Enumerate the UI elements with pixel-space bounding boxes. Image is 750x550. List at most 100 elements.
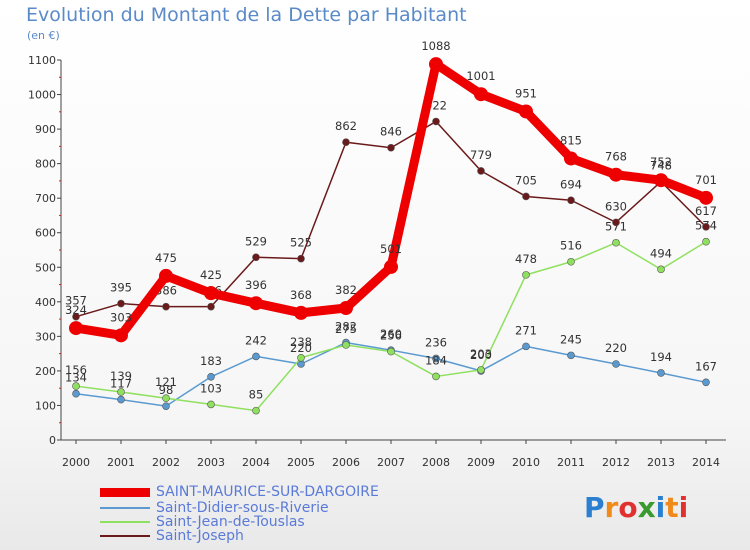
legend-swatch (100, 507, 150, 509)
data-label: 1001 (466, 69, 495, 83)
data-point (69, 321, 83, 336)
data-label: 768 (605, 150, 627, 164)
data-label: 238 (290, 335, 312, 349)
data-label: 103 (200, 381, 222, 395)
data-point (72, 382, 80, 390)
x-tick-label: 2006 (332, 456, 360, 469)
x-tick-label: 2002 (152, 456, 180, 469)
data-point (657, 369, 665, 377)
y-tick-label: 100 (35, 399, 56, 412)
data-label: 501 (380, 242, 402, 256)
data-label: 139 (110, 369, 132, 383)
x-tick-label: 2001 (107, 456, 135, 469)
logo-letter: P (584, 491, 605, 524)
data-label: 245 (560, 332, 582, 346)
legend-label: SAINT-MAURICE-SUR-DARGOIRE (156, 484, 379, 500)
data-point (297, 254, 305, 263)
data-label: 425 (200, 268, 222, 282)
data-point (654, 173, 668, 188)
legend-swatch (100, 487, 150, 497)
data-label: 260 (380, 327, 402, 341)
data-label: 220 (605, 341, 627, 355)
data-point (522, 342, 530, 351)
data-point (702, 223, 710, 231)
data-point (252, 406, 260, 415)
data-point (72, 312, 80, 321)
y-tick-label: 500 (35, 261, 56, 274)
data-label: 694 (560, 177, 582, 191)
data-point (207, 372, 215, 381)
data-point (252, 352, 260, 361)
x-tick-label: 2005 (287, 456, 315, 469)
data-label: 382 (335, 283, 357, 297)
data-label: 748 (650, 159, 672, 173)
data-label: 630 (605, 199, 627, 213)
data-point (522, 271, 530, 279)
x-tick-label: 2013 (647, 456, 675, 469)
data-point (474, 87, 488, 102)
legend-label: Saint-Didier-sous-Riverie (156, 500, 329, 516)
data-point (702, 237, 710, 246)
data-point (564, 151, 578, 166)
x-tick-label: 2011 (557, 456, 585, 469)
data-label: 529 (245, 234, 267, 248)
data-label: 815 (560, 133, 582, 147)
data-label: 701 (695, 173, 717, 187)
data-label: 752 (650, 155, 672, 169)
data-point (114, 328, 128, 343)
data-point (72, 389, 80, 398)
data-label: 256 (380, 329, 402, 343)
logo-letter: r (604, 491, 619, 524)
data-point (252, 253, 260, 262)
x-tick-label: 2010 (512, 456, 540, 469)
data-point (432, 354, 440, 363)
data-point (384, 259, 398, 274)
data-label: 395 (110, 281, 132, 295)
y-tick-label: 200 (35, 365, 56, 378)
data-label: 134 (65, 371, 87, 385)
data-label: 121 (155, 375, 177, 389)
x-tick-label: 2004 (242, 456, 270, 469)
data-point (477, 167, 485, 175)
data-label: 98 (159, 383, 174, 397)
legend-label: Saint-Jean-de-Touslas (156, 514, 305, 530)
data-label: 478 (515, 252, 537, 266)
data-point (249, 296, 263, 311)
data-label: 184 (425, 353, 447, 367)
logo-letter: t (665, 491, 679, 524)
x-tick-label: 2008 (422, 456, 450, 469)
data-label: 236 (425, 335, 447, 349)
x-tick-label: 2003 (197, 456, 225, 469)
data-point (612, 360, 620, 368)
data-point (342, 138, 350, 147)
data-point (567, 257, 575, 266)
data-label: 475 (155, 251, 177, 265)
data-point (297, 353, 305, 362)
y-tick-label: 900 (35, 123, 56, 136)
data-point (429, 57, 443, 72)
y-tick-label: 800 (35, 158, 56, 171)
data-point (699, 190, 713, 205)
data-label: 85 (249, 388, 264, 402)
data-point (342, 341, 350, 349)
legend-swatch (100, 535, 150, 537)
y-tick-label: 1000 (28, 89, 56, 102)
data-point (207, 302, 215, 311)
x-tick-label: 2000 (62, 456, 90, 469)
data-label: 271 (515, 323, 537, 337)
data-point (117, 388, 125, 396)
logo-letter: i (655, 491, 666, 524)
y-tick-label: 600 (35, 227, 56, 240)
y-tick-label: 400 (35, 296, 56, 309)
data-point (702, 378, 710, 387)
data-point (339, 301, 353, 316)
data-label: 303 (110, 310, 132, 324)
data-point (117, 395, 125, 404)
x-tick-label: 2009 (467, 456, 495, 469)
legend-label: Saint-Joseph (156, 528, 244, 544)
data-point (567, 351, 575, 360)
data-label: 779 (470, 148, 492, 162)
data-label: 846 (380, 125, 402, 139)
